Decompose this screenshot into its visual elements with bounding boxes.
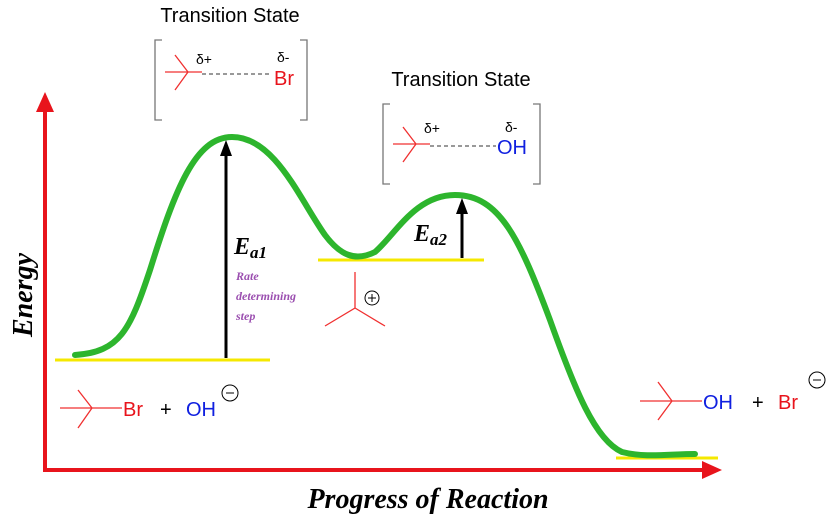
product-br: Br — [778, 392, 798, 414]
axes — [36, 92, 722, 479]
negative-charge — [221, 384, 239, 402]
ts-title: Transition State — [160, 5, 299, 27]
activation-arrows — [220, 140, 468, 358]
plus: + — [160, 399, 172, 421]
carbocation — [324, 272, 386, 327]
reaction-curve — [72, 133, 698, 459]
tbutyl — [60, 389, 122, 429]
negative-charge — [808, 371, 826, 389]
partial-positive: δ+ — [424, 120, 440, 136]
ts-group: Br — [274, 68, 294, 90]
ea2-subscript: a2 — [430, 230, 448, 249]
x-axis-label: Progress of Reaction — [306, 484, 548, 515]
ts-group: OH — [497, 137, 527, 159]
energy-levels — [55, 258, 718, 460]
note-line: Rate — [235, 269, 259, 283]
partial-negative: δ- — [505, 119, 518, 135]
ea2: Ea2 — [413, 221, 448, 249]
plus: + — [752, 392, 764, 414]
ts-title: Transition State — [391, 69, 530, 91]
partial-positive: δ+ — [196, 51, 212, 67]
note-line: determining — [236, 289, 296, 303]
ea1-symbol: E — [233, 234, 250, 260]
reactant-br: Br — [123, 399, 143, 421]
product-oh: OH — [703, 392, 733, 414]
note-line: step — [235, 309, 255, 323]
reactant-oh: OH — [186, 399, 216, 421]
ea1-subscript: a1 — [250, 243, 267, 262]
ea2-symbol: E — [413, 221, 430, 247]
ea1: Ea1 — [233, 234, 267, 262]
y-axis-label: Energy — [8, 252, 39, 338]
partial-negative: δ- — [277, 49, 290, 65]
rate-note: Rate determining step — [235, 269, 299, 323]
tbutyl — [640, 381, 702, 421]
